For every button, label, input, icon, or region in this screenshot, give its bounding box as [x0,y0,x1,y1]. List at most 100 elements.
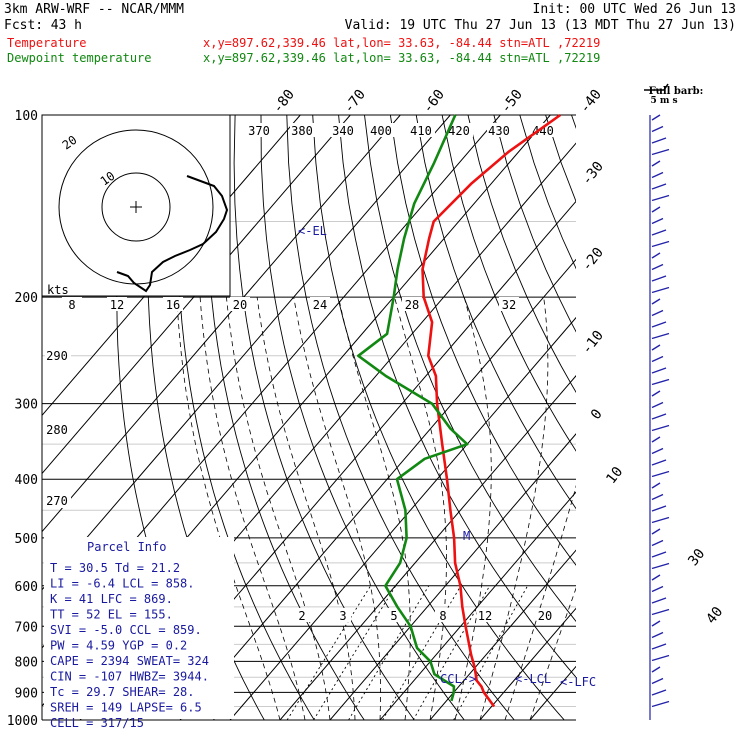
mixratio-upper-label: 16 [166,298,180,312]
hodo-unit: kts [47,283,69,297]
mixing-ratio-line [348,585,430,720]
isotherm-line [42,115,401,533]
m-marker: M [463,529,470,543]
dry-adiabat [338,115,576,678]
temp-legend-info: x,y=897.62,339.46 lat,lon= 33.63, -84.44… [203,36,600,50]
profiles [356,113,562,708]
dry-adiabat [364,115,576,623]
isotherm-top-label: -60 [420,87,448,117]
theta-left-bg [45,349,71,363]
wind-barb [651,183,667,190]
mixratio-lower-bg [435,608,451,622]
dry-adiabat [597,115,740,720]
parcel-info-row: Tc = 29.7 SHEAR= 28. [50,685,195,699]
mixratio-lower-label: 2 [298,609,305,623]
theta-label-bg [487,123,513,137]
theta-label: 420 [448,124,470,138]
dry-adiabat [545,115,576,203]
mixing-ratio-line [313,585,397,720]
wind-barb [651,551,667,558]
moist-adiabat [226,297,331,720]
theta-label-bg [531,123,557,137]
wind-barb [651,597,667,604]
theta-left-label: 290 [46,349,68,363]
isotherm-right-label: 40 [703,604,726,627]
isotherm-right-label: -30 [579,159,607,189]
moist-adiabat [176,297,281,720]
wind-barb [651,206,661,213]
wind-barb [651,367,667,374]
dry-adiabat [649,115,740,720]
pressure-label: 500 [15,532,38,547]
wind-barb [651,114,661,121]
isotherm-right-label: -10 [579,328,607,358]
mixratio-lower-bg [537,608,553,622]
mixing-ratio-line [286,585,371,720]
wind-barb [651,436,661,443]
temperature-profile [421,113,562,708]
parcel-info-box: Parcel Info T = 30.5 Td = 21.2 LI = -6.4 … [44,537,234,730]
moist-adiabat [338,297,411,720]
parcel-info-row: CAPE = 2394 SWEAT= 324 [50,654,209,668]
pressure-label: 200 [15,291,38,306]
mixratio-upper-bg [107,297,127,311]
wind-barb [651,125,664,133]
isotherm-right-label: -20 [579,245,607,275]
moist-adiabat [529,587,576,720]
mixratio-upper-bg [310,297,330,311]
isotherm-top-label: -40 [577,87,605,117]
dry-adiabat [233,115,415,720]
wind-barb [651,401,664,409]
wind-barb [651,321,667,328]
wind-barb [651,263,664,271]
mixratio-upper-label: 8 [68,298,75,312]
wind-barb-column: Full barb: 5 m s [644,83,704,720]
theta-left-label: 280 [46,423,68,437]
wind-barb [651,562,670,570]
hodograph: 10 20 kts [41,114,231,297]
dry-adiabat [467,115,576,394]
wind-barb [651,378,670,386]
model-title: 3km ARW-WRF -- NCAR/MMM [4,2,184,17]
mixing-ratio-line [382,585,462,720]
wind-barb [651,390,661,397]
wind-barb [651,689,667,696]
barb-legend-title: Full barb: [649,86,704,97]
dry-adiabat [519,115,576,270]
isotherm-right-label: 10 [603,464,626,487]
wind-barb [651,275,667,282]
wind-barb [651,309,664,317]
isotherm-line [379,491,576,720]
lcl-marker: <-LCL [515,672,551,686]
mixratio-lower-bg [294,608,310,622]
moist-adiabat [256,297,356,720]
moist-adiabat [293,297,381,720]
pressure-label: 600 [15,580,38,595]
wind-barb [651,654,670,662]
wind-barb [651,505,667,512]
wind-barb [651,424,670,432]
wind-barb [651,286,670,294]
mixratio-lower-bg [477,608,493,622]
parcel-info-row: LI = -6.4 LCL = 858. [50,577,195,591]
pressure-label: 400 [15,473,38,488]
theta-label: 410 [410,124,432,138]
dry-adiabat [177,115,315,720]
hodo-ring-10: 10 [98,169,118,189]
theta-left-bg [45,423,71,437]
wind-barb [651,608,670,616]
valid-time: Valid: 19 UTC Thu 27 Jun 13 (13 MDT Thu … [345,18,736,33]
wind-barb [651,470,670,478]
wind-barb [651,585,664,593]
moist-adiabat [454,296,492,720]
dry-adiabat [286,115,515,720]
theta-label-bg [409,123,435,137]
pressure-label: 700 [15,620,38,635]
parcel-info-row: PW = 4.59 YGP = 0.2 [50,639,187,653]
wind-barb [651,160,661,167]
theta-label: 380 [291,124,313,138]
dry-adiabat [441,115,576,452]
theta-label: 400 [370,124,392,138]
dry-adiabat [312,115,565,720]
